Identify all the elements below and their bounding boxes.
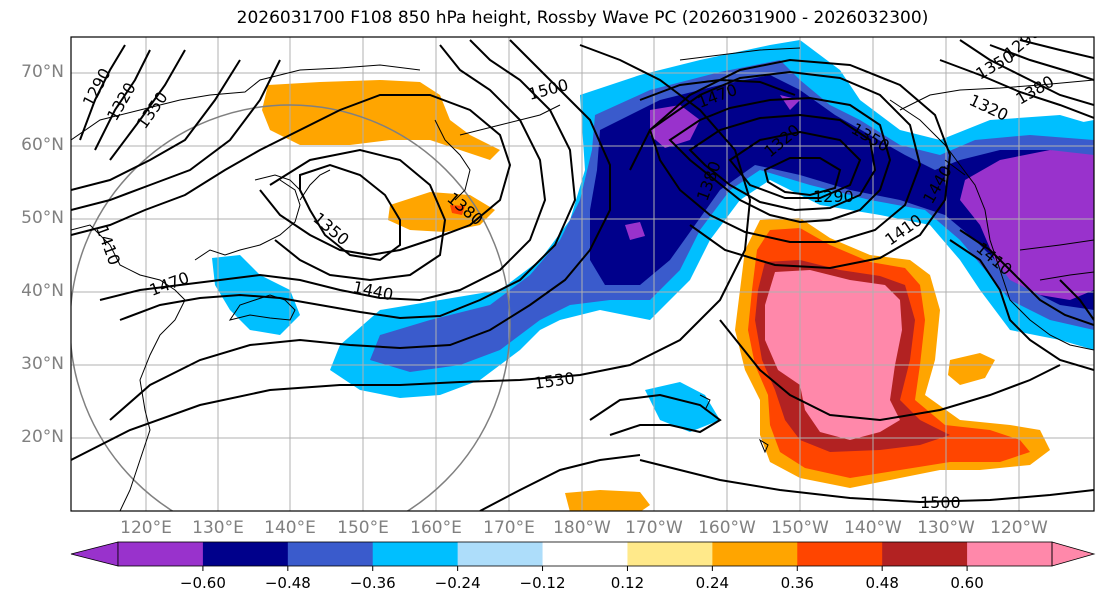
colorbar-cell xyxy=(797,542,883,566)
colorbar-tick-label: 0.60 xyxy=(950,574,984,592)
colorbar-extend-high xyxy=(1051,541,1096,567)
lon-label: 120°W xyxy=(990,518,1048,538)
colorbar-cell xyxy=(118,542,204,566)
lon-label: 120°E xyxy=(120,518,172,538)
lon-label: 150°W xyxy=(771,518,829,538)
colorbar-cell xyxy=(882,542,968,566)
colorbar-tick-label: −0.48 xyxy=(264,574,311,592)
lat-label: 30°N xyxy=(21,354,64,374)
contour-label: 1290 xyxy=(813,187,854,206)
map-plot: 1290 1320 1350 1500 1470 1320 1350 1380 … xyxy=(70,36,1095,512)
colorbar-cell xyxy=(287,542,374,566)
colorbar-cell xyxy=(372,542,459,566)
lon-label: 170°E xyxy=(483,518,535,538)
colorbar-tick-label: −0.12 xyxy=(519,574,566,592)
height-contours xyxy=(71,39,1094,511)
lat-label: 70°N xyxy=(21,62,64,82)
colorbar-cell xyxy=(202,542,289,566)
colorbar-cell xyxy=(967,542,1053,566)
map-title: 2026031700 F108 850 hPa height, Rossby W… xyxy=(236,8,929,28)
colorbar-tick-label: 0.24 xyxy=(695,574,730,592)
lon-label: 140°E xyxy=(264,518,316,538)
lon-label: 130°W xyxy=(917,518,975,538)
lat-label: 60°N xyxy=(21,135,64,155)
positive-anomaly-field xyxy=(262,80,1050,511)
colorbar-cell xyxy=(542,542,628,566)
colorbar-outline xyxy=(117,541,1053,567)
lat-label: 20°N xyxy=(21,427,64,447)
colorbar-tick-label: −0.36 xyxy=(349,574,396,592)
lon-label: 160°E xyxy=(410,518,462,538)
lat-label: 40°N xyxy=(21,281,64,301)
reference-circle xyxy=(71,104,511,511)
lon-label: 150°E xyxy=(337,518,389,538)
lon-label: 180°W xyxy=(553,518,611,538)
lon-label: 140°W xyxy=(844,518,902,538)
colorbar-cell xyxy=(712,542,798,566)
colorbar-tick-label: 0.48 xyxy=(865,574,899,592)
lon-label: 130°E xyxy=(192,518,244,538)
colorbar-extend-low xyxy=(70,541,119,567)
graticule xyxy=(71,37,1094,511)
colorbar-cell xyxy=(457,542,544,566)
colorbar-tick-label: 0.36 xyxy=(780,574,814,592)
colorbar-tick-label: −0.24 xyxy=(434,574,481,592)
lon-label: 160°W xyxy=(698,518,756,538)
contour-label: 1500 xyxy=(920,493,961,512)
colorbar-cell xyxy=(627,542,713,566)
lat-label: 50°N xyxy=(21,208,64,228)
colorbar-tick-label: 0.12 xyxy=(610,574,645,592)
lon-label: 170°W xyxy=(625,518,683,538)
colorbar-tick-label: −0.60 xyxy=(179,574,226,592)
